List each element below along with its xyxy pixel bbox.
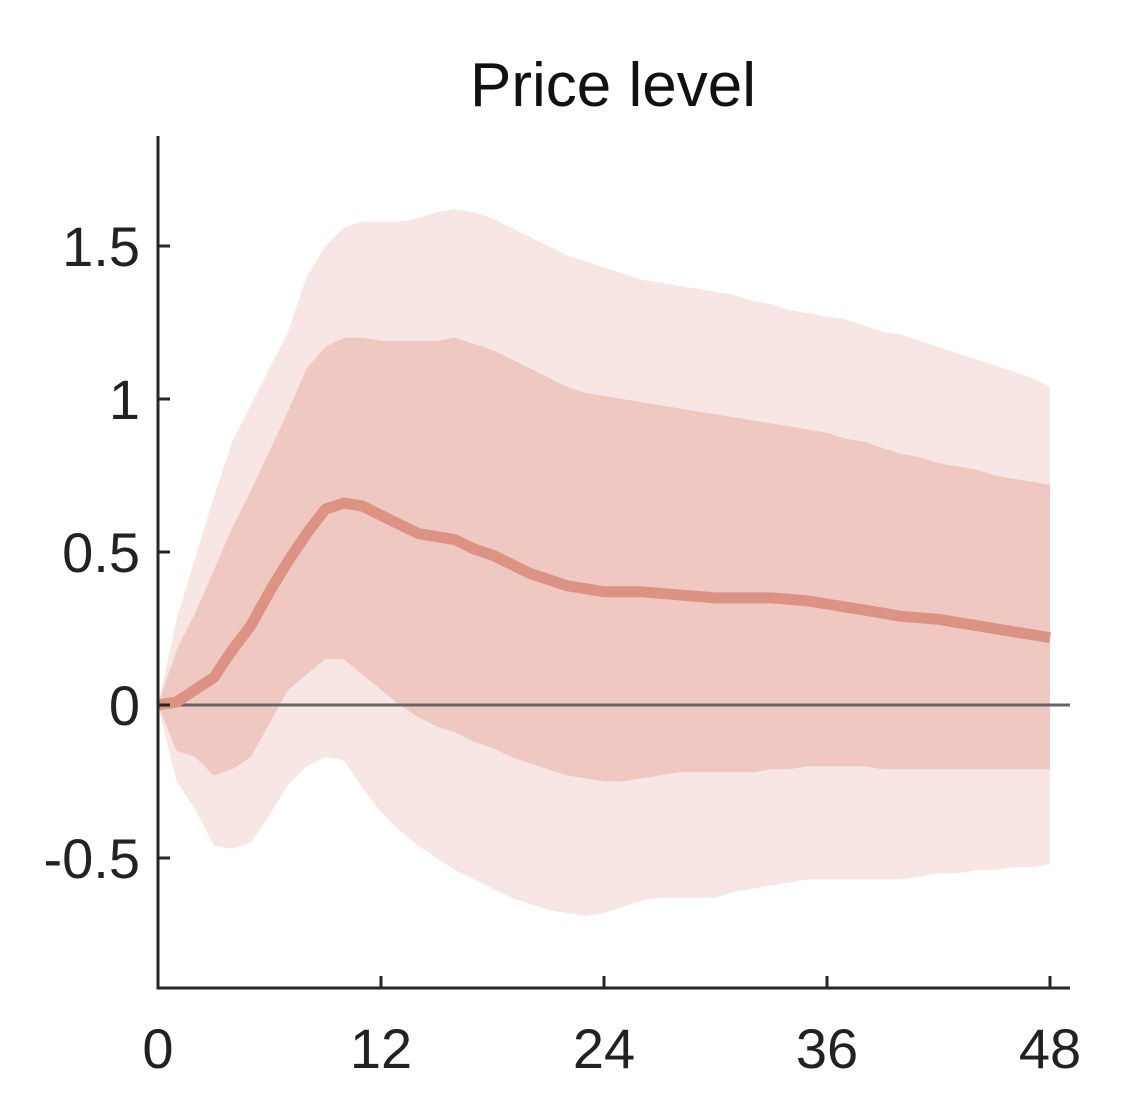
y-tick-label: 1 (109, 368, 140, 431)
y-tick-label: -0.5 (44, 827, 141, 890)
chart-axes (156, 136, 1070, 990)
y-tick-label: 0.5 (62, 521, 140, 584)
chart-lines (157, 497, 1070, 711)
x-tick-label: 0 (142, 1017, 173, 1080)
x-tick-label: 24 (573, 1017, 635, 1080)
chart-title: Price level (470, 51, 756, 120)
y-tick-label: 0 (109, 674, 140, 737)
y-tick-label: 1.5 (62, 215, 140, 278)
x-tick-label: 36 (796, 1017, 858, 1080)
chart-ticks: -0.5 0 0.5 1 1.5 0 12 24 36 48 (44, 215, 1082, 1080)
confidence-bands (158, 209, 1050, 917)
inner-confidence-band (158, 337, 1050, 782)
x-tick-label: 12 (350, 1017, 412, 1080)
x-tick-label: 48 (1019, 1017, 1081, 1080)
median-response-line (157, 497, 1051, 711)
